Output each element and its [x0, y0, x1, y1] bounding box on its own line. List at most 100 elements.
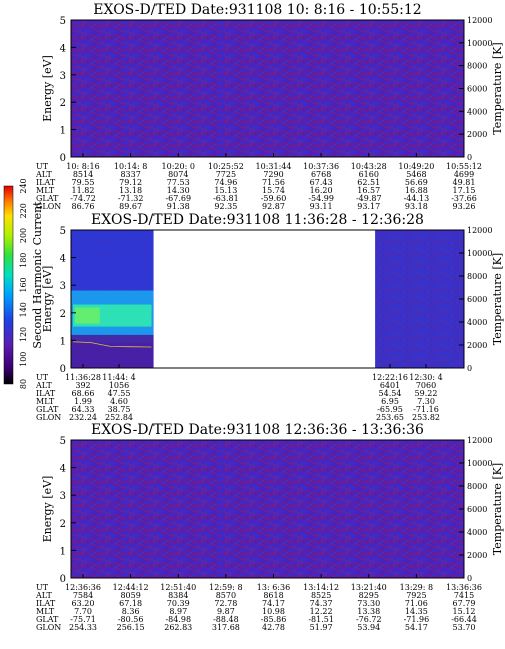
- table-cell: 12.22: [310, 607, 333, 616]
- y-right-axis-label: Temperature [K]: [491, 463, 504, 555]
- table-row-label-ut: UT: [36, 162, 49, 171]
- table-cell: 6401: [380, 381, 400, 390]
- table-cell: 1.99: [74, 397, 92, 406]
- table-cell: 14.35: [405, 607, 428, 616]
- table-cell: 53.70: [453, 623, 476, 632]
- table-cell: 12:22:16: [372, 373, 408, 382]
- table-cell: 13:36:36: [446, 583, 482, 592]
- table-cell: 74.17: [262, 599, 285, 608]
- table-cell: 11.82: [72, 186, 95, 195]
- table-row-label-mlt: MLT: [36, 607, 55, 616]
- table-row-label-glon: GLON: [36, 623, 61, 632]
- colorbar-tick-label: 220: [19, 203, 28, 218]
- colorbar-tick-label: 240: [19, 178, 28, 193]
- table-cell: 91.38: [167, 202, 190, 211]
- y-tick-label: 3: [60, 491, 66, 502]
- table-cell: 10:43:28: [351, 162, 387, 171]
- table-cell: 7415: [454, 591, 474, 600]
- table-cell: 7725: [216, 170, 236, 179]
- table-cell: 47.55: [108, 389, 131, 398]
- table-cell: 7.30: [417, 397, 435, 406]
- y-tick-label: 5: [60, 436, 66, 447]
- spectrogram-span-1: [71, 230, 154, 368]
- y-right-tick-label: 6000: [467, 85, 487, 94]
- table-cell: 12:59: 8: [209, 583, 242, 592]
- table-cell: 6768: [311, 170, 331, 179]
- table-cell: -44.13: [404, 194, 430, 203]
- table-cell: 77.53: [167, 178, 190, 187]
- table-row-label-glon: GLON: [36, 202, 61, 211]
- table-cell: 8074: [168, 170, 188, 179]
- y-right-tick-label: 6000: [467, 505, 487, 514]
- table-cell: 71.06: [405, 599, 428, 608]
- y-right-tick-label: 4000: [467, 107, 487, 116]
- table-cell: 53.94: [357, 623, 380, 632]
- table-cell: 7584: [73, 591, 93, 600]
- table-cell: -67.69: [165, 194, 191, 203]
- y-right-tick-label: 10000: [467, 39, 492, 48]
- table-row-label-glat: GLAT: [36, 194, 59, 203]
- colorbar-tick-label: 120: [19, 327, 28, 342]
- panel-title: EXOS-D/TED Date:931108 11:36:28 - 12:36:…: [91, 212, 424, 228]
- y-right-tick-label: 8000: [467, 62, 487, 71]
- y-right-tick-label: 10000: [467, 249, 492, 258]
- table-cell: 92.87: [262, 202, 285, 211]
- table-cell: 54.54: [379, 389, 402, 398]
- table-cell: 8295: [359, 591, 379, 600]
- table-cell: 8618: [263, 591, 283, 600]
- table-cell: 13:29: 8: [400, 583, 433, 592]
- table-row-label-ilat: ILAT: [36, 599, 56, 608]
- y-right-tick-label: 8000: [467, 482, 487, 491]
- spectrogram-texture: [71, 20, 464, 157]
- table-cell: 253.65: [376, 413, 404, 422]
- y-axis-label: Energy [eV]: [41, 55, 54, 122]
- y-tick-label: 1: [60, 126, 66, 137]
- table-cell: 67.79: [453, 599, 476, 608]
- table-cell: 8525: [311, 591, 331, 600]
- y-tick-label: 4: [60, 464, 66, 475]
- table-cell: 10:20: 0: [162, 162, 195, 171]
- y-right-axis-label: Temperature [K]: [491, 42, 504, 134]
- table-cell: 68.66: [72, 389, 95, 398]
- table-row-label-ilat: ILAT: [36, 178, 56, 187]
- table-cell: -49.87: [356, 194, 382, 203]
- trace-line: [72, 341, 152, 348]
- y-tick-label: 0: [60, 153, 66, 164]
- table-row-label-glat: GLAT: [36, 405, 59, 414]
- table-row-label-mlt: MLT: [36, 186, 55, 195]
- table-cell: 7060: [416, 381, 436, 390]
- table-cell: 71.56: [262, 178, 285, 187]
- spectrogram-span-1: [71, 440, 464, 578]
- y-tick-label: 2: [60, 98, 66, 109]
- table-cell: 49.81: [453, 178, 476, 187]
- table-cell: 256.15: [117, 623, 145, 632]
- table-cell: -80.56: [118, 615, 144, 624]
- table-cell: 10.98: [262, 607, 285, 616]
- table-cell: 10: 8:16: [66, 162, 99, 171]
- table-cell: 62.51: [357, 178, 380, 187]
- y-axis-label: Energy [eV]: [41, 266, 54, 333]
- table-row-label-ilat: ILAT: [36, 389, 56, 398]
- y-right-tick-label: 10000: [467, 459, 492, 468]
- table-cell: 72.78: [214, 599, 237, 608]
- table-cell: 93.17: [357, 202, 380, 211]
- table-cell: 15.13: [214, 186, 237, 195]
- y-tick-label: 2: [60, 309, 66, 320]
- table-cell: 253.82: [412, 413, 440, 422]
- table-cell: -37.66: [451, 194, 477, 203]
- panel-2: EXOS-D/TED Date:931108 11:36:28 - 12:36:…: [3, 178, 504, 422]
- table-cell: -66.44: [451, 615, 477, 624]
- table-cell: 17.15: [453, 186, 476, 195]
- table-cell: 8059: [120, 591, 140, 600]
- table-cell: 63.20: [72, 599, 95, 608]
- panel-1: EXOS-D/TED Date:931108 10: 8:16 - 10:55:…: [35, 2, 504, 211]
- y-tick-label: 5: [60, 16, 66, 27]
- table-cell: 7.70: [74, 607, 92, 616]
- table-cell: 79.55: [72, 178, 95, 187]
- table-cell: 392: [75, 381, 90, 390]
- table-row-label-alt: ALT: [35, 591, 52, 600]
- y-right-tick-label: 12000: [467, 16, 492, 25]
